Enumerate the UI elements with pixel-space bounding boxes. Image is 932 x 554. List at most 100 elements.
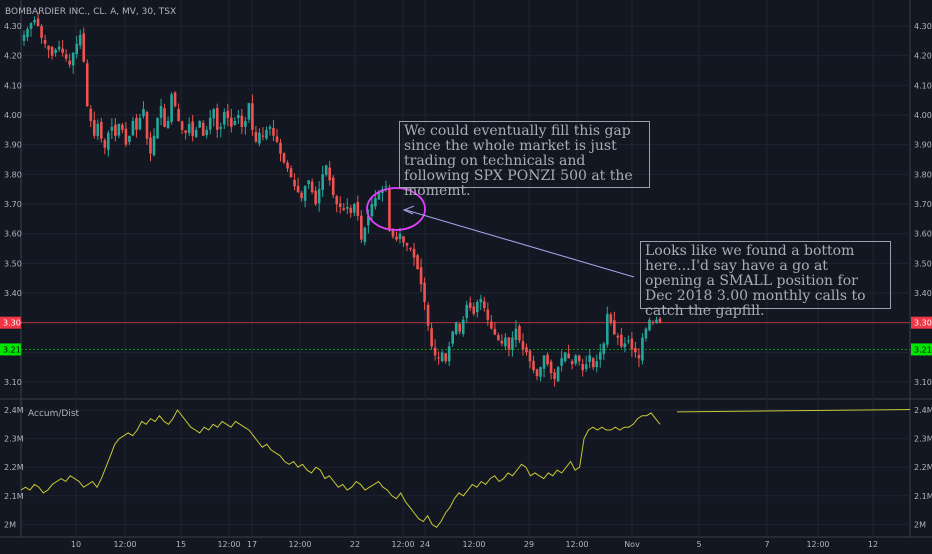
candle-body — [546, 354, 549, 365]
candle-body — [68, 60, 71, 65]
candle-body — [402, 236, 405, 243]
candles — [22, 12, 662, 387]
y-tick-label-left: 3.50 — [4, 259, 22, 268]
arrow-head — [402, 205, 415, 215]
candle-body — [173, 92, 177, 107]
candle-body — [648, 319, 651, 331]
candle-body — [388, 188, 391, 231]
candle-body — [634, 347, 637, 353]
y-tick-label-left: 3.10 — [4, 378, 22, 387]
candle-body — [419, 267, 423, 285]
candle-body — [61, 48, 64, 53]
candle-body — [398, 233, 402, 240]
candle-body — [335, 196, 339, 205]
ad-tick-label-left: 2.1M — [4, 492, 24, 501]
candle-body — [222, 112, 226, 125]
candle-body — [92, 120, 96, 136]
candle-body — [451, 331, 454, 344]
candle-body — [486, 309, 490, 320]
candle-body — [191, 121, 194, 136]
annotation-gap-fill-text: We could eventually fill this gap since … — [404, 123, 633, 199]
x-tick-label: Nov — [624, 540, 640, 549]
candle-body — [465, 304, 469, 318]
candle-body — [374, 198, 377, 207]
candle-body — [258, 132, 261, 144]
candle-body — [163, 108, 166, 127]
candle-body — [588, 355, 592, 362]
x-tick-label: 12:00 — [565, 540, 588, 549]
candle-body — [50, 46, 54, 56]
ad-tick-label-right: 2.3M — [914, 435, 932, 444]
candle-body — [300, 192, 303, 199]
candle-body — [532, 360, 535, 371]
annotation-bottom[interactable]: Looks like we found a bottom here...I'd … — [640, 241, 891, 319]
ad-tick-label-right: 2.2M — [914, 463, 932, 472]
candle-body — [595, 361, 599, 368]
candle-body — [345, 206, 349, 209]
indicator-label: Accum/Dist — [28, 409, 80, 419]
candle-body — [215, 108, 219, 130]
candle-body — [128, 135, 131, 142]
ad-tick-label-left: 2.2M — [4, 463, 24, 472]
candle-body — [468, 302, 472, 308]
candle-body — [577, 355, 581, 362]
candle-body — [149, 137, 152, 154]
candle-body — [651, 321, 655, 323]
candle-body — [156, 117, 159, 139]
candle-body — [549, 361, 553, 374]
candle-body — [360, 215, 363, 240]
annotation-gap-fill[interactable]: We could eventually fill this gap since … — [399, 121, 650, 199]
x-tick-label: 15 — [176, 540, 186, 549]
candle-body — [641, 337, 644, 361]
candle-body — [620, 334, 623, 347]
candle-body — [36, 18, 40, 26]
candle-body — [444, 353, 447, 362]
candle-body — [356, 202, 360, 216]
candle-body — [110, 126, 114, 131]
candle-body — [447, 346, 451, 362]
y-tick-label-left: 3.90 — [4, 141, 22, 150]
price-lines — [21, 322, 910, 350]
y-tick-label-right: 4.30 — [914, 22, 932, 31]
candle-body — [22, 34, 26, 41]
candle-body — [613, 320, 616, 335]
candle-body — [475, 301, 479, 313]
candle-body — [497, 335, 500, 341]
annotation-bottom-text: Looks like we found a bottom here...I'd … — [645, 243, 866, 319]
candle-body — [605, 313, 609, 345]
candle-body — [244, 120, 247, 127]
candle-body — [40, 26, 43, 38]
candle-body — [57, 46, 61, 50]
candle-body — [64, 54, 68, 59]
price-tag-right-text: 3.21 — [914, 345, 932, 354]
candle-body — [363, 227, 367, 243]
y-tick-label-right: 4.20 — [914, 52, 932, 61]
y-tick-label-left: 4.30 — [4, 22, 22, 31]
axes: 4.30 4.30 4.20 4.20 4.10 4.10 4.00 4.00 3.90 3.90… — [0, 22, 932, 549]
ad-tick-label-right: 2.4M — [914, 406, 932, 415]
candle-body — [623, 343, 627, 348]
candle-body — [367, 215, 370, 226]
candle-body — [107, 132, 110, 150]
candle-body — [321, 174, 324, 190]
candle-body — [539, 367, 542, 377]
candle-body — [219, 126, 223, 129]
candle-body — [598, 352, 602, 360]
y-tick-label-right: 4.00 — [914, 111, 932, 120]
candle-body — [518, 326, 521, 341]
ad-tick-label-left: 2.3M — [4, 435, 24, 444]
candle-body — [391, 230, 395, 237]
candle-body — [553, 372, 556, 380]
y-tick-label-right: 3.90 — [914, 141, 932, 150]
candle-body — [187, 123, 191, 134]
candle-body — [567, 353, 570, 359]
x-tick-label: 12:00 — [113, 540, 136, 549]
candle-body — [293, 179, 296, 187]
candle-body — [275, 136, 279, 142]
candle-body — [201, 122, 205, 136]
candle-body — [233, 120, 237, 125]
candle-body — [574, 355, 577, 364]
candle-body — [268, 126, 272, 129]
